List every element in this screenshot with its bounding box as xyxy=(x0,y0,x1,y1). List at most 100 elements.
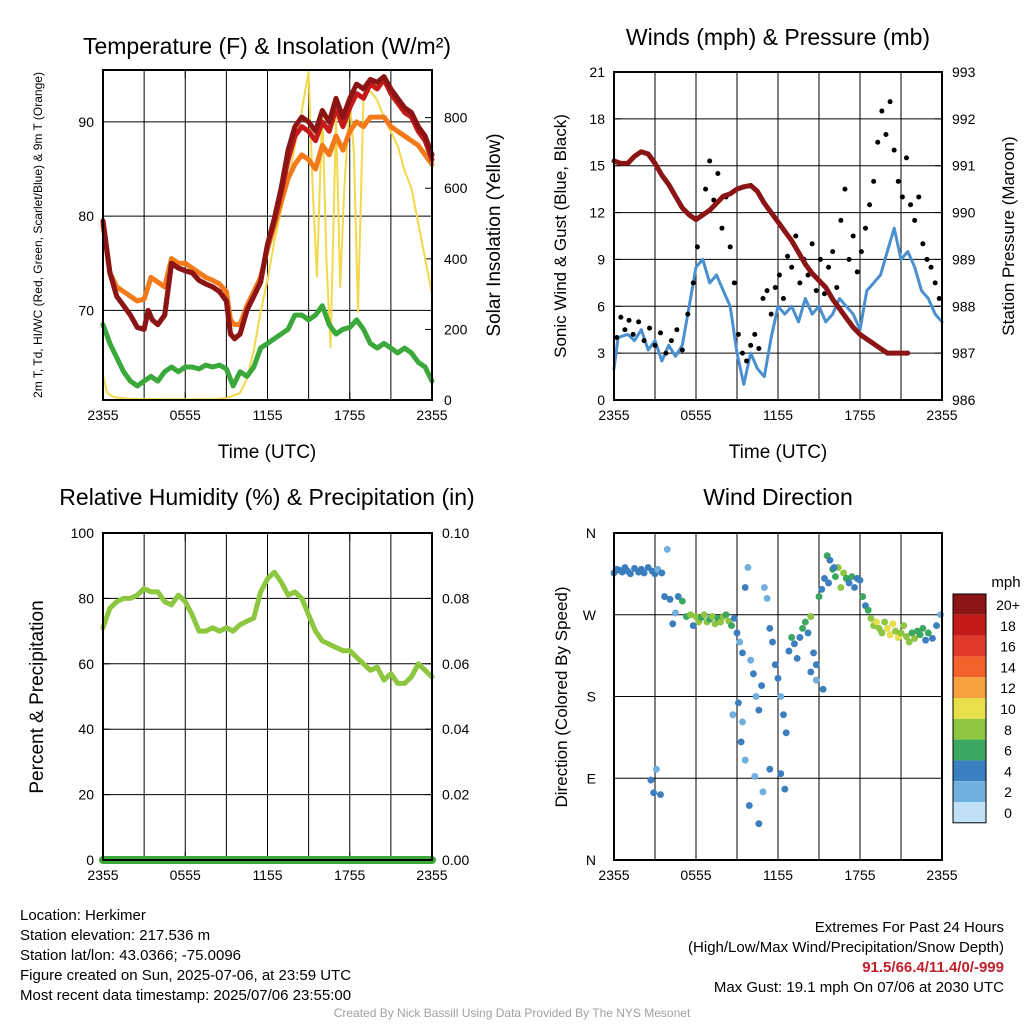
temperature-xtick-label: 2355 xyxy=(416,407,447,423)
direction-point xyxy=(798,624,807,633)
direction-point xyxy=(785,647,793,655)
station-latlon: Station lat/lon: 43.0366; -75.0096 xyxy=(20,947,242,964)
gust-point xyxy=(850,233,856,239)
gust-point xyxy=(908,202,914,208)
humidity-plot-area: 2355 0555 1155 1755 23550204060801000.000.02… xyxy=(71,525,470,883)
direction-point xyxy=(666,595,674,603)
gust-point xyxy=(679,347,685,353)
direction-point xyxy=(626,570,635,578)
direction-point xyxy=(867,614,875,623)
direction-point xyxy=(902,632,911,641)
winds-x-axis-label: Time (UTC) xyxy=(729,442,828,463)
speed-legend-label: 10 xyxy=(1000,701,1016,717)
gust-point xyxy=(739,350,745,356)
direction-title: Wind Direction xyxy=(703,484,853,510)
direction-point xyxy=(755,820,763,828)
direction-point xyxy=(812,676,820,684)
gust-point xyxy=(821,291,827,297)
winds-xtick-label: 1755 xyxy=(844,407,875,423)
direction-point xyxy=(883,624,891,633)
gust-point xyxy=(614,335,620,341)
direction-point xyxy=(919,624,927,633)
direction-point xyxy=(916,631,924,639)
gust-point xyxy=(846,256,852,262)
gust-point xyxy=(764,288,770,294)
humidity-ytick-label: 40 xyxy=(78,721,94,737)
direction-point xyxy=(801,618,809,626)
winds-ytick-label: 12 xyxy=(589,205,605,221)
winds-ytick-label: 0 xyxy=(597,392,605,408)
direction-point xyxy=(755,706,763,714)
winds-xtick-label: 0555 xyxy=(680,407,711,423)
direction-point xyxy=(905,638,913,646)
gust-point xyxy=(690,280,696,286)
temperature-xtick-label: 1155 xyxy=(252,407,282,423)
gust-point xyxy=(797,280,803,286)
speed-legend-swatch xyxy=(953,718,986,740)
direction-point xyxy=(788,633,796,642)
speed-legend-swatch xyxy=(953,594,986,615)
winds-ytick-label: 6 xyxy=(597,298,605,314)
direction-point xyxy=(921,636,930,644)
direction-point xyxy=(777,692,785,701)
direction-point xyxy=(819,685,827,693)
extremes-title: Extremes For Past 24 Hours xyxy=(814,919,1004,936)
direction-point xyxy=(669,620,677,628)
station-elevation: Station elevation: 217.536 m xyxy=(20,927,211,944)
most-recent-timestamp: Most recent data timestamp: 2025/07/06 2… xyxy=(20,987,352,1004)
direction-point xyxy=(674,592,682,601)
temperature-series-td xyxy=(100,303,435,389)
direction-point xyxy=(831,572,840,581)
temperature-ytick-label-right: 600 xyxy=(444,180,468,196)
gust-point xyxy=(707,158,713,164)
speed-legend-label: 12 xyxy=(1000,680,1016,696)
humidity-ytick-label-right: 0.08 xyxy=(442,590,469,606)
direction-point xyxy=(757,681,766,690)
direction-point xyxy=(729,711,737,719)
winds-ytick-label: 15 xyxy=(589,158,605,174)
temperature-title: Temperature (F) & Insolation (W/m²) xyxy=(83,33,451,59)
speed-legend-frame xyxy=(952,593,987,824)
direction-frame xyxy=(613,532,943,861)
direction-point xyxy=(850,583,859,592)
gust-point xyxy=(862,225,868,231)
speed-legend: mph 20+ 18 16 14 12 10 8 6 4 2 0 xyxy=(952,574,1021,824)
direction-point xyxy=(722,611,730,619)
winds-ytick-label-right: 993 xyxy=(952,64,976,80)
direction-point xyxy=(736,638,744,646)
direction-point xyxy=(730,614,738,623)
gust-point xyxy=(936,295,942,301)
gust-point xyxy=(809,241,815,247)
winds-ytick-label-right: 991 xyxy=(952,158,976,174)
gust-point xyxy=(776,272,782,278)
gust-point xyxy=(657,330,663,336)
temperature-ytick-label-right: 0 xyxy=(444,392,452,408)
humidity-frame xyxy=(102,532,433,861)
humidity-ytick-label-right: 0.00 xyxy=(442,852,469,868)
temperature-xtick-label: 0555 xyxy=(170,407,201,423)
gust-point xyxy=(871,178,877,184)
gust-point xyxy=(842,186,848,192)
winds-panel: Winds (mph) & Pressure (mb) Sonic Wind &… xyxy=(551,24,1018,463)
direction-point xyxy=(820,574,829,583)
speed-legend-swatch xyxy=(953,739,986,761)
speed-legend-label: 0 xyxy=(1004,805,1012,821)
gust-point xyxy=(727,244,733,250)
direction-point xyxy=(856,576,864,584)
temperature-xtick-label: 1755 xyxy=(334,407,365,423)
gust-point xyxy=(858,249,864,255)
gust-point xyxy=(916,194,922,200)
gust-point xyxy=(895,178,901,184)
direction-panel: Wind Direction Direction (Colored By Spe… xyxy=(552,484,1021,883)
extremes-values: 91.5/66.4/11.4/0/-999 xyxy=(862,959,1004,976)
gust-point xyxy=(920,241,926,247)
direction-point xyxy=(733,629,741,637)
direction-point xyxy=(751,772,759,781)
direction-point xyxy=(809,649,818,657)
gust-point xyxy=(663,350,669,356)
direction-point xyxy=(889,620,897,628)
direction-ytick-label: S xyxy=(587,689,596,705)
gust-point xyxy=(830,249,836,255)
direction-point xyxy=(671,609,680,617)
